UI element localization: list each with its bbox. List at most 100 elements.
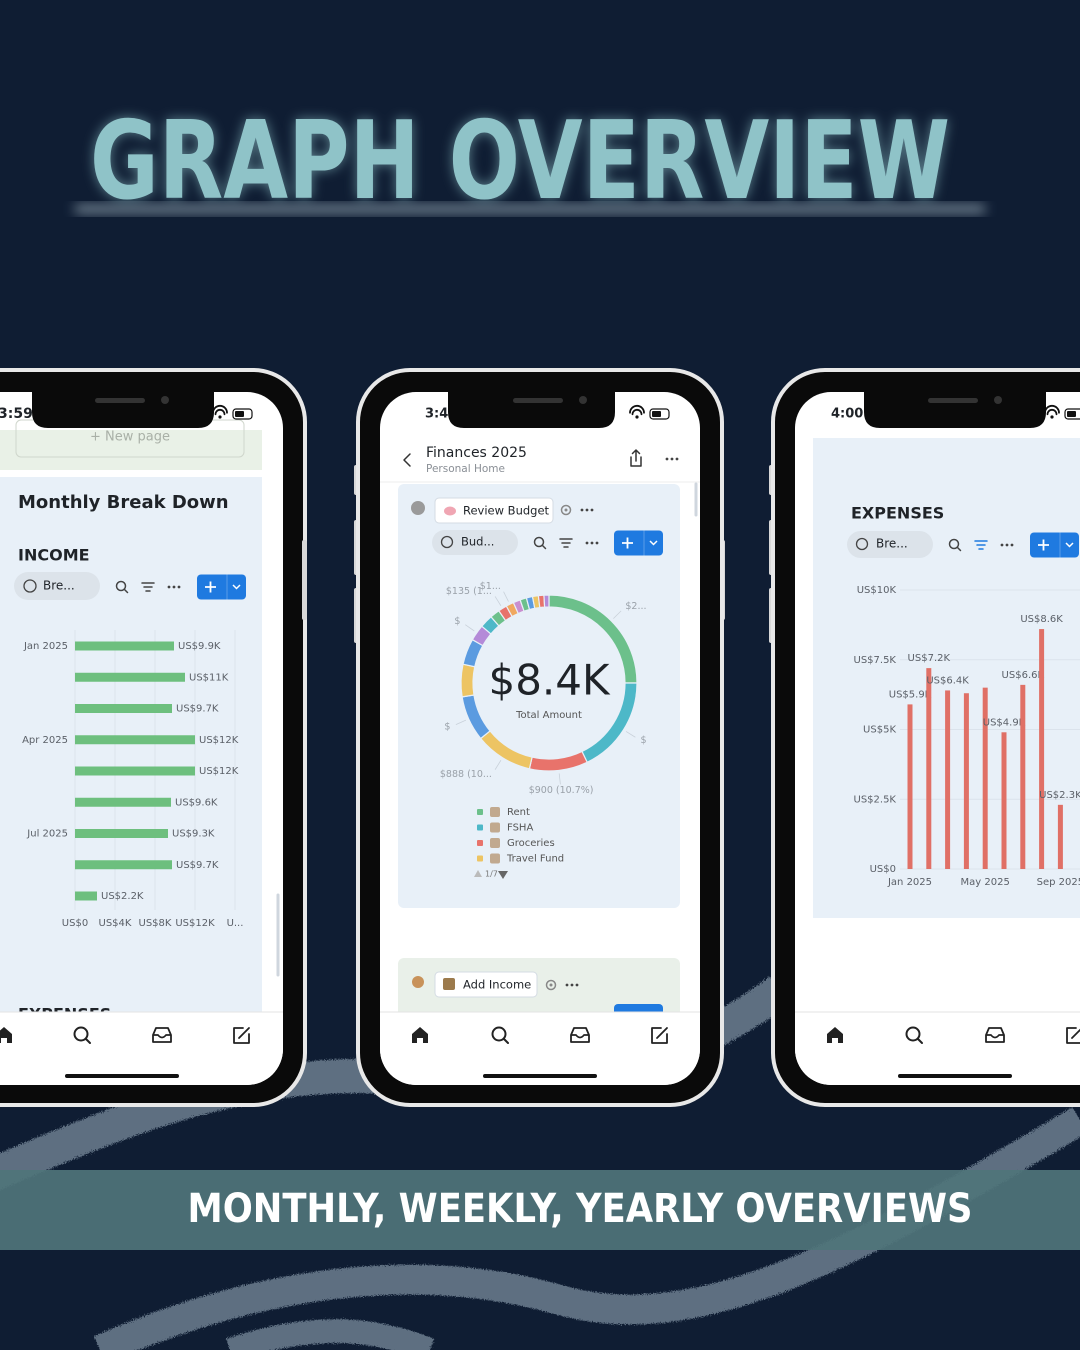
more-icon[interactable] — [665, 457, 669, 461]
chevron-icon[interactable] — [232, 584, 241, 590]
data-label: US$4.9K — [983, 717, 1026, 728]
data-label: US$7.2K — [908, 653, 951, 664]
more-icon[interactable] — [670, 457, 674, 461]
back-icon[interactable] — [403, 453, 411, 467]
home-icon[interactable] — [0, 1027, 12, 1043]
x-tick-label: U... — [227, 918, 244, 929]
search-icon[interactable] — [948, 538, 960, 550]
home-icon[interactable] — [412, 1027, 428, 1043]
plus-icon[interactable] — [622, 537, 633, 549]
bar — [1039, 629, 1045, 869]
search-icon[interactable] — [123, 588, 129, 594]
view-pill[interactable] — [14, 572, 100, 600]
data-label: US$9.3K — [172, 829, 215, 840]
search-icon[interactable] — [85, 1038, 91, 1044]
search-icon[interactable] — [956, 546, 962, 552]
more-icon[interactable] — [595, 541, 599, 545]
new-page-text[interactable]: + New page — [90, 430, 170, 445]
view-name[interactable]: Bre... — [876, 537, 908, 551]
more-icon[interactable] — [1000, 543, 1004, 547]
search-icon[interactable] — [503, 1038, 509, 1044]
search-icon[interactable] — [73, 1026, 89, 1042]
x-tick-label: US$0 — [62, 918, 88, 929]
plus-icon[interactable] — [1038, 539, 1049, 551]
top-block — [0, 430, 262, 470]
search-icon[interactable] — [533, 536, 545, 548]
more-icon[interactable] — [1010, 543, 1014, 547]
search-icon[interactable] — [491, 1026, 507, 1042]
inbox-icon[interactable] — [570, 1027, 590, 1043]
search-icon[interactable] — [905, 1026, 921, 1042]
edit-icon[interactable] — [1066, 1027, 1080, 1044]
more-icon[interactable] — [1005, 543, 1009, 547]
chevron-icon[interactable] — [649, 540, 658, 546]
more-icon[interactable] — [167, 585, 171, 589]
share-icon[interactable] — [630, 449, 642, 467]
settings-icon[interactable] — [549, 983, 553, 987]
more-icon[interactable] — [585, 541, 589, 545]
legend-swatch — [477, 855, 483, 862]
review-button[interactable] — [434, 497, 554, 524]
leader-line — [494, 760, 502, 770]
settings-icon[interactable] — [560, 504, 572, 516]
edit-icon[interactable] — [656, 1027, 668, 1039]
income-button-text[interactable]: Add Income — [463, 978, 531, 992]
more-icon[interactable] — [565, 983, 569, 987]
more-icon[interactable] — [575, 983, 579, 987]
home-icon[interactable] — [827, 1027, 843, 1043]
add-button[interactable] — [614, 530, 663, 556]
search-icon[interactable] — [917, 1038, 923, 1044]
legend-prev[interactable] — [474, 870, 482, 877]
more-icon[interactable] — [177, 585, 181, 589]
more-icon[interactable] — [675, 457, 679, 461]
edit-icon[interactable] — [238, 1027, 250, 1039]
search-icon[interactable] — [541, 544, 547, 550]
legend-swatch — [477, 824, 483, 831]
add-button[interactable] — [1030, 532, 1079, 558]
view-name[interactable]: Bud... — [461, 535, 494, 549]
review-button-text[interactable]: Review Budget — [463, 504, 550, 518]
donut-slice — [460, 663, 476, 698]
x-tick-label: Jan 2025 — [887, 877, 932, 888]
panel — [0, 477, 262, 1017]
more-icon[interactable] — [580, 508, 584, 512]
inbox-icon[interactable] — [985, 1027, 1005, 1043]
legend-label: Groceries — [507, 838, 555, 849]
battery-icon — [1067, 411, 1076, 417]
view-pill[interactable] — [847, 531, 933, 558]
phone-left: + New page Monthly Break Down INCOME Bre… — [0, 368, 307, 1107]
leader-line — [503, 591, 509, 602]
search-icon[interactable] — [115, 580, 127, 592]
bar — [75, 829, 168, 838]
edit-icon[interactable] — [233, 1027, 250, 1044]
data-label: US$9.9K — [178, 641, 221, 652]
bar — [963, 693, 969, 869]
more-icon[interactable] — [590, 541, 594, 545]
x-tick-label: Sep 2025 — [1037, 877, 1080, 888]
add-button[interactable] — [197, 574, 246, 600]
edit-icon[interactable] — [1071, 1027, 1080, 1039]
legend-next[interactable] — [498, 871, 508, 879]
y-tick-label: US$2.5K — [854, 794, 897, 805]
leader-line — [465, 624, 475, 632]
more-icon[interactable] — [570, 983, 574, 987]
page-title: Monthly Break Down — [18, 492, 229, 513]
y-tick-label: Jul 2025 — [26, 829, 68, 840]
more-icon[interactable] — [172, 585, 176, 589]
edit-icon[interactable] — [651, 1027, 668, 1044]
income-button[interactable] — [434, 971, 538, 998]
settings-icon[interactable] — [545, 979, 557, 991]
settings-icon[interactable] — [564, 508, 568, 512]
data-label: US$9.7K — [176, 860, 219, 871]
slice-label: $900 (10.7%) — [529, 785, 594, 796]
view-name[interactable]: Bre... — [43, 579, 75, 593]
inbox-icon[interactable] — [152, 1027, 172, 1043]
more-icon[interactable] — [585, 508, 589, 512]
view-pill[interactable] — [432, 530, 518, 555]
speaker — [513, 398, 563, 403]
leader-line — [494, 596, 502, 606]
more-icon[interactable] — [590, 508, 594, 512]
plus-icon[interactable] — [205, 581, 216, 593]
chevron-icon[interactable] — [1065, 542, 1074, 548]
